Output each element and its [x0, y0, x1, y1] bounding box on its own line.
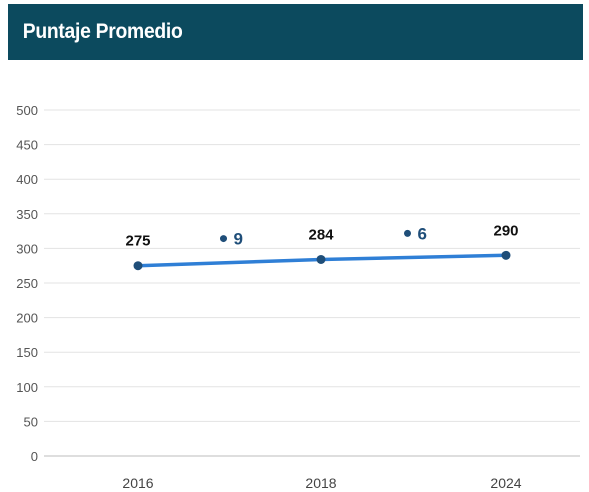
delta-marker [404, 229, 411, 237]
y-tick-label: 0 [31, 449, 38, 464]
y-tick-label: 300 [16, 241, 38, 256]
y-tick-label: 400 [16, 172, 38, 187]
y-tick-label: 200 [16, 311, 38, 326]
x-tick-label: 2016 [122, 475, 153, 491]
data-point [316, 254, 326, 264]
page-title: Puntaje Promedio [22, 20, 183, 43]
data-point [133, 261, 143, 271]
y-tick-label: 150 [16, 345, 38, 360]
delta-label: 6 [418, 224, 427, 243]
data-label: 275 [125, 233, 150, 250]
x-tick-label: 2024 [490, 475, 521, 491]
data-label: 284 [308, 226, 334, 243]
header-bar: Puntaje Promedio [8, 4, 583, 60]
x-tick-label: 2018 [305, 475, 336, 491]
delta-label: 9 [234, 230, 243, 249]
delta-marker [220, 235, 227, 243]
y-tick-label: 250 [16, 276, 38, 291]
y-tick-label: 500 [16, 103, 38, 118]
y-tick-label: 350 [16, 207, 38, 222]
y-tick-label: 100 [16, 380, 38, 395]
y-tick-label: 450 [16, 138, 38, 153]
data-label: 290 [493, 222, 518, 239]
y-tick-label: 50 [24, 414, 38, 429]
data-point [501, 250, 511, 260]
